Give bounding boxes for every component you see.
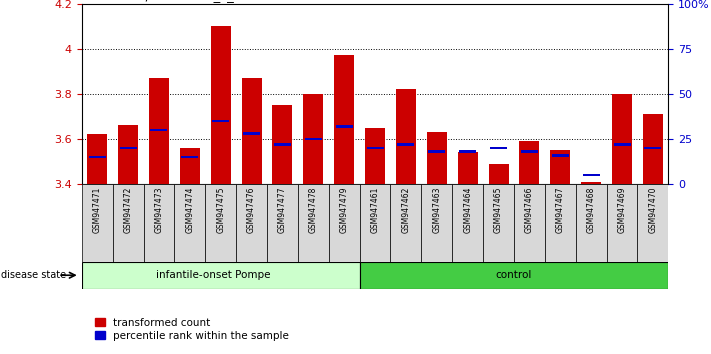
FancyBboxPatch shape: [174, 184, 205, 262]
Bar: [118, 125, 138, 184]
Bar: [552, 154, 569, 156]
Bar: [519, 141, 540, 184]
Text: GSM947476: GSM947476: [247, 187, 256, 233]
Text: GSM947473: GSM947473: [154, 187, 164, 233]
Text: disease state: disease state: [1, 270, 67, 280]
Bar: [521, 150, 538, 153]
FancyBboxPatch shape: [576, 184, 606, 262]
Bar: [274, 143, 291, 146]
Text: GSM947469: GSM947469: [618, 187, 626, 233]
Bar: [427, 132, 447, 184]
Bar: [210, 26, 231, 184]
Bar: [242, 78, 262, 184]
Text: GSM947468: GSM947468: [587, 187, 596, 233]
Bar: [459, 150, 476, 153]
FancyBboxPatch shape: [390, 184, 422, 262]
Bar: [360, 262, 668, 289]
Bar: [490, 147, 507, 149]
Text: GSM947463: GSM947463: [432, 187, 442, 233]
Text: GSM947470: GSM947470: [648, 187, 658, 233]
Bar: [149, 78, 169, 184]
Text: GSM947464: GSM947464: [463, 187, 472, 233]
FancyBboxPatch shape: [483, 184, 514, 262]
Text: GSM947472: GSM947472: [124, 187, 132, 233]
FancyBboxPatch shape: [82, 184, 112, 262]
FancyBboxPatch shape: [606, 184, 638, 262]
Bar: [87, 135, 107, 184]
Bar: [334, 56, 354, 184]
FancyBboxPatch shape: [144, 184, 174, 262]
Bar: [458, 153, 478, 184]
Text: GSM947465: GSM947465: [494, 187, 503, 233]
Bar: [581, 182, 602, 184]
Bar: [336, 125, 353, 128]
Text: GSM947477: GSM947477: [278, 187, 287, 233]
Bar: [180, 148, 200, 184]
FancyBboxPatch shape: [112, 184, 144, 262]
FancyBboxPatch shape: [205, 184, 236, 262]
FancyBboxPatch shape: [328, 184, 360, 262]
Text: control: control: [496, 270, 532, 280]
Text: GSM947466: GSM947466: [525, 187, 534, 233]
Bar: [212, 120, 229, 122]
Bar: [119, 147, 137, 149]
Text: GSM947461: GSM947461: [370, 187, 380, 233]
FancyBboxPatch shape: [545, 184, 576, 262]
Bar: [396, 89, 416, 184]
Bar: [272, 105, 292, 184]
Bar: [428, 150, 445, 153]
Bar: [643, 114, 663, 184]
Bar: [151, 129, 167, 131]
Bar: [89, 156, 106, 158]
Text: infantile-onset Pompe: infantile-onset Pompe: [156, 270, 270, 280]
Bar: [243, 132, 260, 135]
Bar: [614, 143, 631, 146]
FancyBboxPatch shape: [514, 184, 545, 262]
Bar: [550, 150, 570, 184]
Text: GSM947471: GSM947471: [92, 187, 102, 233]
Bar: [82, 262, 360, 289]
FancyBboxPatch shape: [452, 184, 483, 262]
Bar: [305, 138, 322, 140]
Bar: [488, 164, 508, 184]
Text: GSM947467: GSM947467: [556, 187, 565, 233]
FancyBboxPatch shape: [267, 184, 298, 262]
Legend: transformed count, percentile rank within the sample: transformed count, percentile rank withi…: [90, 314, 294, 345]
FancyBboxPatch shape: [360, 184, 390, 262]
Text: GSM947475: GSM947475: [216, 187, 225, 233]
FancyBboxPatch shape: [422, 184, 452, 262]
Bar: [365, 128, 385, 184]
Text: GSM947474: GSM947474: [186, 187, 194, 233]
Bar: [304, 94, 324, 184]
Text: GSM947478: GSM947478: [309, 187, 318, 233]
FancyBboxPatch shape: [236, 184, 267, 262]
Bar: [397, 143, 415, 146]
Bar: [644, 147, 661, 149]
Bar: [583, 174, 599, 176]
FancyBboxPatch shape: [298, 184, 328, 262]
Bar: [612, 94, 632, 184]
Text: GDS4410 / 1555007_s_at: GDS4410 / 1555007_s_at: [79, 0, 247, 2]
Bar: [367, 147, 383, 149]
Bar: [181, 156, 198, 158]
FancyBboxPatch shape: [638, 184, 668, 262]
Text: GSM947479: GSM947479: [340, 187, 348, 233]
Text: GSM947462: GSM947462: [402, 187, 410, 233]
